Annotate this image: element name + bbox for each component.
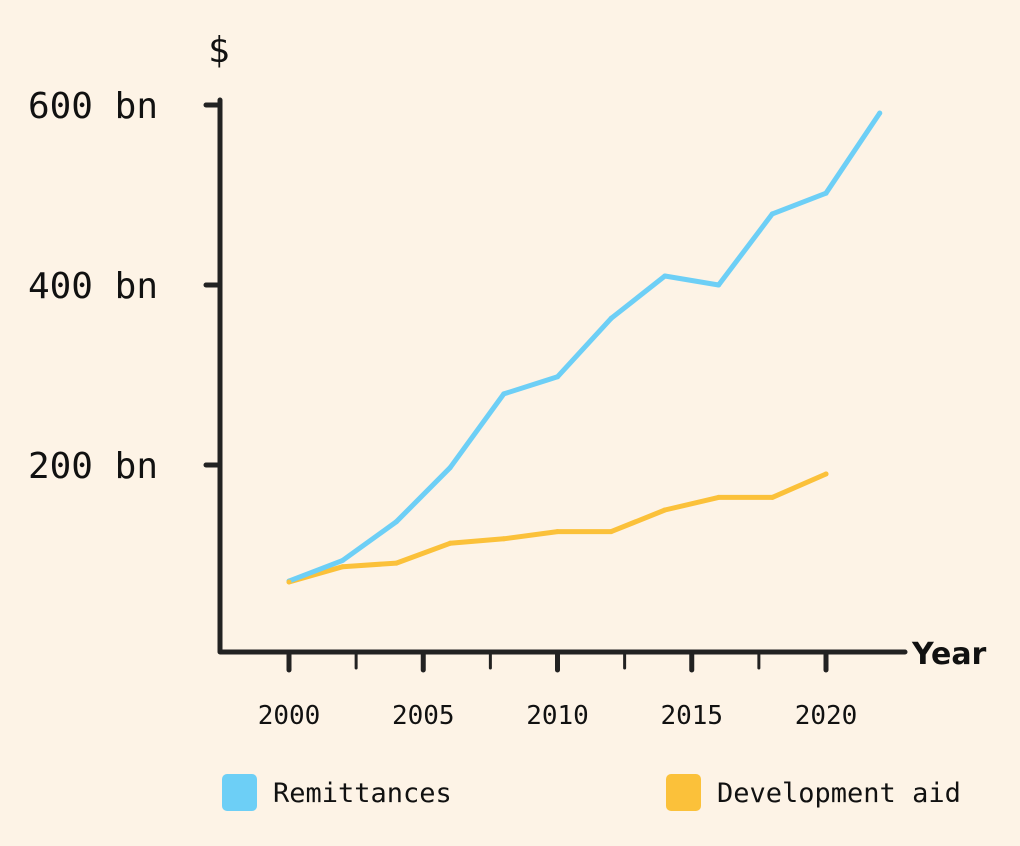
data-point xyxy=(662,507,668,513)
data-point xyxy=(716,282,722,288)
legend: Remittances Development aid xyxy=(222,774,961,811)
x-axis-title: Year xyxy=(911,637,987,672)
data-point xyxy=(340,564,346,570)
data-point xyxy=(823,471,829,477)
series-line-development-aid xyxy=(286,471,829,585)
legend-label: Remittances xyxy=(273,778,452,809)
data-point xyxy=(608,315,614,321)
data-point xyxy=(555,374,560,380)
legend-swatch xyxy=(222,774,257,811)
x-tick-label: 2015 xyxy=(660,701,723,731)
data-point xyxy=(393,560,399,566)
y-tick-label: 600 bn xyxy=(28,86,158,127)
y-tick-label: 200 bn xyxy=(28,446,158,487)
data-point xyxy=(608,529,614,535)
data-point xyxy=(877,110,883,116)
legend-label: Development aid xyxy=(717,778,961,809)
y-tick-label: 400 bn xyxy=(28,266,158,307)
data-point xyxy=(286,579,292,585)
series-line-remittances xyxy=(286,110,883,584)
data-point xyxy=(716,494,722,500)
legend-swatch xyxy=(666,774,701,811)
axes: 200 bn 400 bn 600 bn 2000 2005 2010 2015 2020 xyxy=(28,86,908,731)
data-point xyxy=(823,190,829,196)
data-point xyxy=(447,540,453,546)
data-point xyxy=(501,536,507,542)
data-point xyxy=(769,494,775,500)
x-tick-label: 2005 xyxy=(392,701,455,731)
y-axis-title: $ xyxy=(208,30,230,71)
x-tick-label: 2020 xyxy=(795,701,858,731)
series-lines xyxy=(286,110,883,585)
data-point xyxy=(340,557,346,563)
data-point xyxy=(769,211,775,217)
data-point xyxy=(555,529,560,535)
data-point xyxy=(393,519,399,525)
data-point xyxy=(501,391,507,397)
x-tick-label: 2010 xyxy=(526,701,589,731)
data-point xyxy=(662,273,668,279)
data-point xyxy=(447,465,453,471)
x-tick-label: 2000 xyxy=(258,701,321,731)
